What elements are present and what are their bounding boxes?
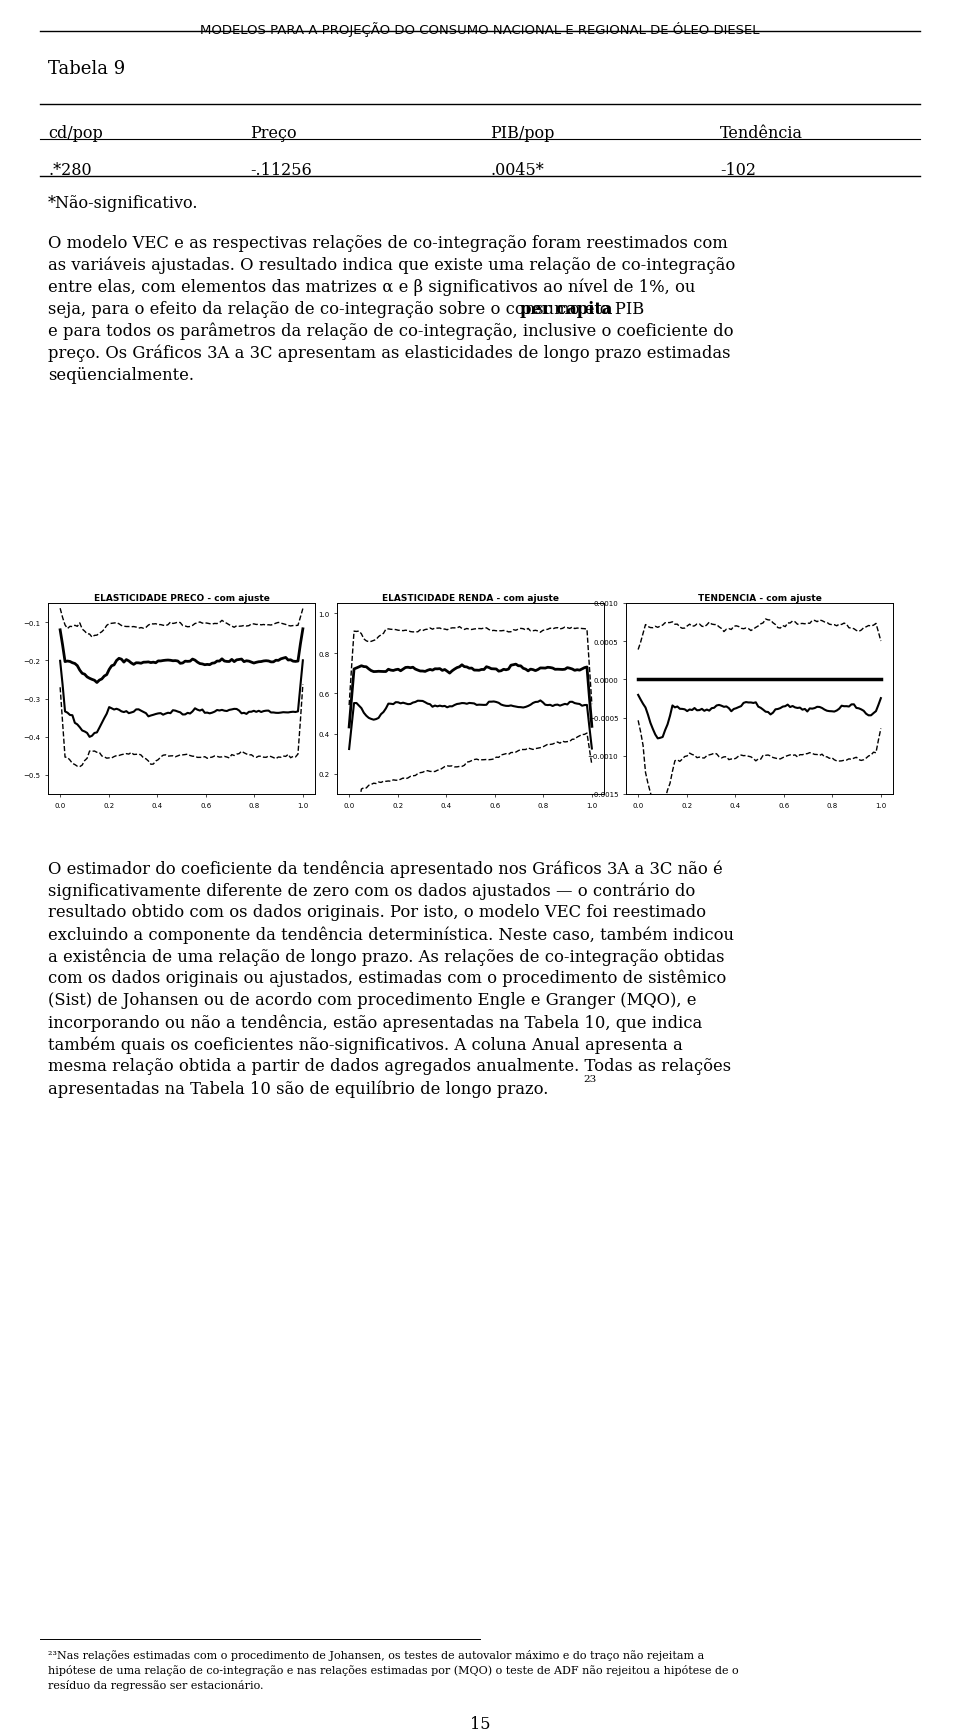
Text: *Não-significativo.: *Não-significativo. xyxy=(48,196,199,211)
Text: ²³Nas relações estimadas com o procedimento de Johansen, os testes de autovalor : ²³Nas relações estimadas com o procedime… xyxy=(48,1649,705,1659)
Text: significativamente diferente de zero com os dados ajustados — o contrário do: significativamente diferente de zero com… xyxy=(48,882,695,899)
Text: hipótese de uma relação de co-integração e nas relações estimadas por (MQO) o te: hipótese de uma relação de co-integração… xyxy=(48,1664,738,1675)
Text: a existência de uma relação de longo prazo. As relações de co-integração obtidas: a existência de uma relação de longo pra… xyxy=(48,947,725,965)
Text: .*280: .*280 xyxy=(48,161,91,178)
Text: (Sist) de Johansen ou de acordo com procedimento Engle e Granger (MQO), e: (Sist) de Johansen ou de acordo com proc… xyxy=(48,991,697,1008)
Text: Tabela 9: Tabela 9 xyxy=(48,61,125,78)
Title: ELASTICIDADE RENDA - com ajuste: ELASTICIDADE RENDA - com ajuste xyxy=(382,594,559,603)
Text: as variáveis ajustadas. O resultado indica que existe uma relação de co-integraç: as variáveis ajustadas. O resultado indi… xyxy=(48,256,735,274)
Text: Tendência: Tendência xyxy=(720,125,803,142)
Text: excluindo a componente da tendência determinística. Neste caso, também indicou: excluindo a componente da tendência dete… xyxy=(48,925,734,942)
Text: 15: 15 xyxy=(469,1715,491,1732)
Text: resíduo da regressão ser estacionário.: resíduo da regressão ser estacionário. xyxy=(48,1678,263,1690)
Text: .0045*: .0045* xyxy=(490,161,543,178)
Text: per capita: per capita xyxy=(519,301,612,317)
Text: mesma relação obtida a partir de dados agregados anualmente. Todas as relações: mesma relação obtida a partir de dados a… xyxy=(48,1058,732,1074)
Text: incorporando ou não a tendência, estão apresentadas na Tabela 10, que indica: incorporando ou não a tendência, estão a… xyxy=(48,1013,703,1031)
Text: resultado obtido com os dados originais. Por isto, o modelo VEC foi reestimado: resultado obtido com os dados originais.… xyxy=(48,904,706,920)
Text: apresentadas na Tabela 10 são de equilíbrio de longo prazo.: apresentadas na Tabela 10 são de equilíb… xyxy=(48,1079,548,1096)
Text: -102: -102 xyxy=(720,161,756,178)
Text: O modelo VEC e as respectivas relações de co-integração foram reestimados com: O modelo VEC e as respectivas relações d… xyxy=(48,236,728,251)
Text: -.11256: -.11256 xyxy=(250,161,312,178)
Text: PIB/pop: PIB/pop xyxy=(490,125,554,142)
Text: cd/pop: cd/pop xyxy=(48,125,103,142)
Text: entre elas, com elementos das matrizes α e β significativos ao nível de 1%, ou: entre elas, com elementos das matrizes α… xyxy=(48,279,695,296)
Text: também quais os coeficientes não-significativos. A coluna Anual apresenta a: também quais os coeficientes não-signifi… xyxy=(48,1036,683,1053)
Text: Preço: Preço xyxy=(250,125,297,142)
Text: seja, para o efeito da relação de co-integração sobre o consumo e o PIB: seja, para o efeito da relação de co-int… xyxy=(48,301,650,317)
Text: com os dados originais ou ajustados, estimadas com o procedimento de sistêmico: com os dados originais ou ajustados, est… xyxy=(48,970,727,987)
Title: TENDENCIA - com ajuste: TENDENCIA - com ajuste xyxy=(698,594,822,603)
Text: e para todos os parâmetros da relação de co-integração, inclusive o coeficiente : e para todos os parâmetros da relação de… xyxy=(48,322,733,339)
Text: seqüencialmente.: seqüencialmente. xyxy=(48,367,194,385)
Text: 23: 23 xyxy=(583,1074,596,1084)
Text: MODELOS PARA A PROJEÇÃO DO CONSUMO NACIONAL E REGIONAL DE ÓLEO DIESEL: MODELOS PARA A PROJEÇÃO DO CONSUMO NACIO… xyxy=(201,23,759,36)
Text: O estimador do coeficiente da tendência apresentado nos Gráficos 3A a 3C não é: O estimador do coeficiente da tendência … xyxy=(48,859,723,876)
Title: ELASTICIDADE PRECO - com ajuste: ELASTICIDADE PRECO - com ajuste xyxy=(93,594,270,603)
Text: preço. Os Gráficos 3A a 3C apresentam as elasticidades de longo prazo estimadas: preço. Os Gráficos 3A a 3C apresentam as… xyxy=(48,345,731,362)
